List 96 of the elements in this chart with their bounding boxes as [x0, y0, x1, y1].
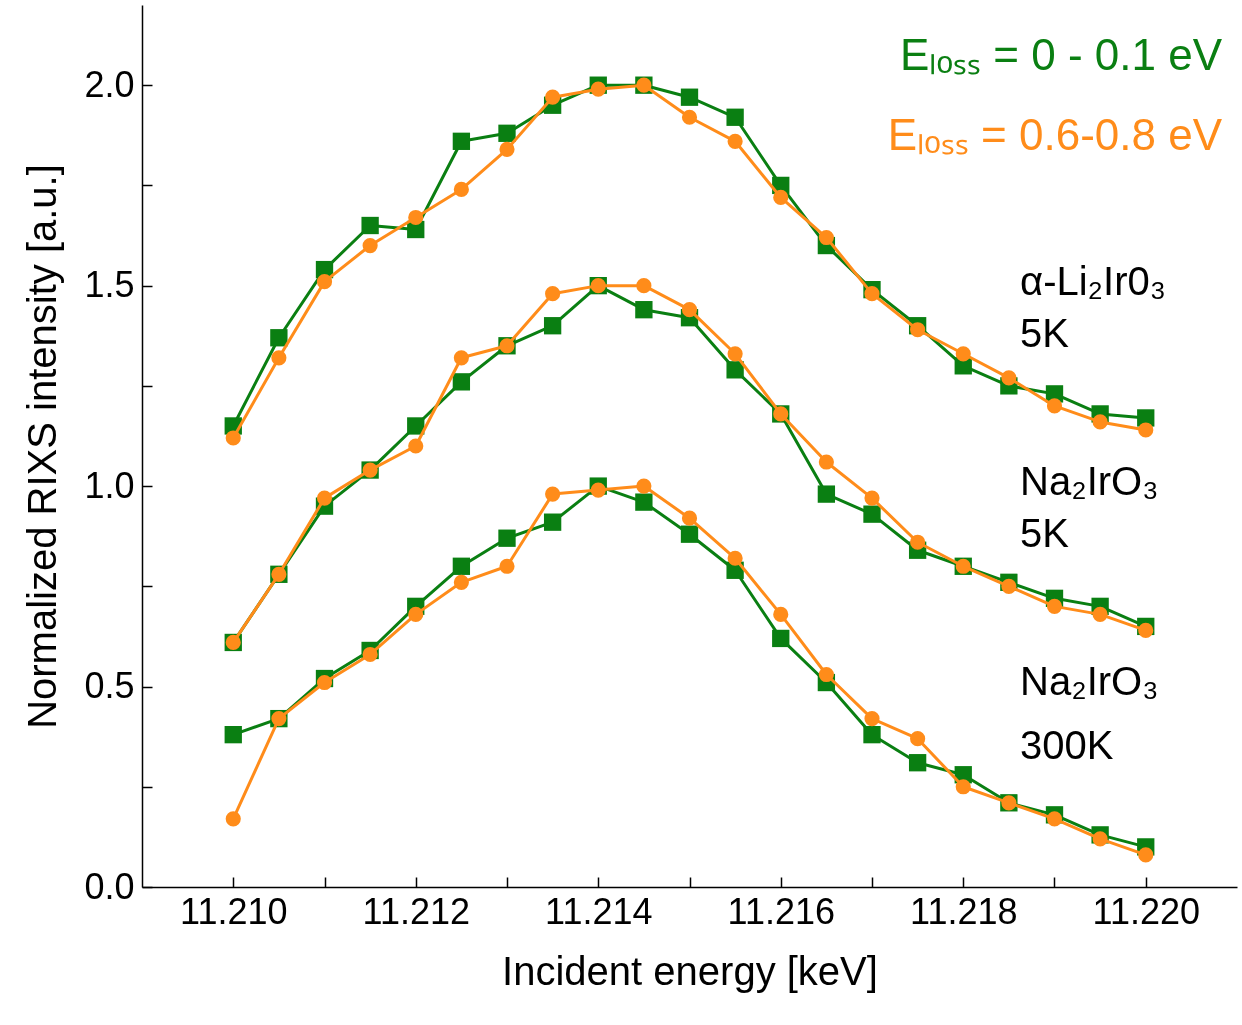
point	[1001, 578, 1017, 594]
point	[680, 88, 699, 106]
point	[453, 350, 469, 366]
point	[1092, 414, 1108, 430]
point	[408, 606, 424, 622]
point	[225, 430, 241, 446]
point	[1092, 831, 1108, 847]
point	[543, 513, 562, 531]
point	[680, 525, 699, 543]
point	[772, 629, 790, 648]
point	[316, 674, 333, 691]
point	[1138, 422, 1154, 438]
point	[636, 278, 652, 294]
point	[270, 329, 288, 347]
point	[908, 754, 927, 772]
point	[1046, 598, 1063, 614]
point	[1138, 847, 1154, 863]
point	[910, 731, 926, 747]
point	[408, 209, 424, 226]
y-tick-label: 2.0	[84, 63, 135, 105]
point	[453, 181, 469, 197]
point	[727, 346, 743, 362]
x-tick-label: 11.210	[180, 890, 288, 932]
point	[681, 302, 698, 318]
point	[864, 286, 880, 302]
point	[543, 317, 562, 335]
point	[955, 346, 971, 362]
point	[499, 558, 515, 574]
point	[499, 141, 515, 157]
point	[316, 274, 333, 290]
annotation: Na₂IrO₃	[1020, 459, 1159, 503]
annotation: α-Li₂Ir0₃	[1020, 259, 1167, 303]
point	[818, 229, 834, 246]
point	[362, 646, 378, 663]
point	[955, 779, 971, 795]
point	[498, 529, 516, 547]
point	[727, 550, 743, 566]
point	[635, 301, 653, 319]
point	[590, 81, 606, 97]
point	[1092, 606, 1108, 622]
point	[225, 811, 241, 827]
y-tick-label: 0.0	[84, 865, 135, 907]
x-tick-label: 11.218	[910, 890, 1018, 932]
annotation: 5K	[1020, 311, 1070, 355]
point	[1001, 370, 1017, 386]
y-tick-label: 1.5	[84, 264, 135, 306]
point	[635, 493, 653, 511]
point	[224, 725, 242, 744]
point	[863, 505, 881, 523]
point	[316, 490, 333, 506]
point	[818, 454, 834, 470]
y-axis-title: Normalized RIXS intensity [a.u.]	[20, 164, 65, 729]
text: Eₗₒₛₛ = 0.6-0.8 eV	[887, 110, 1223, 159]
point	[545, 89, 561, 105]
point	[910, 534, 926, 550]
x-tick-label: 11.216	[727, 890, 835, 932]
point	[362, 237, 378, 254]
x-tick-label: 11.220	[1092, 890, 1200, 932]
point	[408, 438, 424, 454]
point	[545, 286, 561, 302]
annotation: 300K	[1020, 723, 1114, 767]
point	[726, 361, 744, 379]
point	[726, 108, 744, 126]
point	[817, 485, 836, 503]
point	[452, 373, 471, 391]
text: Eₗₒₛₛ = 0 - 0.1 eV	[900, 30, 1223, 79]
point	[271, 350, 287, 366]
point	[681, 109, 698, 125]
point	[773, 606, 789, 622]
point	[498, 124, 516, 142]
point	[773, 189, 789, 205]
point	[636, 478, 652, 494]
point	[453, 574, 469, 590]
point	[910, 322, 926, 338]
x-axis-title: Incident energy [keV]	[502, 948, 878, 993]
annotation: Na₂IrO₃	[1020, 659, 1159, 703]
x-tick-label: 11.214	[545, 890, 653, 932]
point	[864, 490, 880, 506]
point	[452, 132, 471, 150]
point	[681, 510, 698, 526]
point	[1046, 398, 1063, 414]
point	[407, 417, 425, 435]
point	[361, 216, 379, 235]
point	[863, 725, 881, 744]
point	[1046, 811, 1063, 827]
annotation: 5K	[1020, 511, 1070, 555]
point	[452, 557, 471, 575]
point	[818, 666, 834, 683]
point	[864, 711, 880, 727]
x-tick-label: 11.212	[362, 890, 470, 932]
point	[727, 133, 743, 149]
point	[545, 486, 561, 502]
point	[590, 482, 606, 498]
y-tick-label: 0.5	[84, 665, 135, 707]
point	[1138, 622, 1154, 638]
y-tick-label: 1.0	[84, 464, 135, 506]
